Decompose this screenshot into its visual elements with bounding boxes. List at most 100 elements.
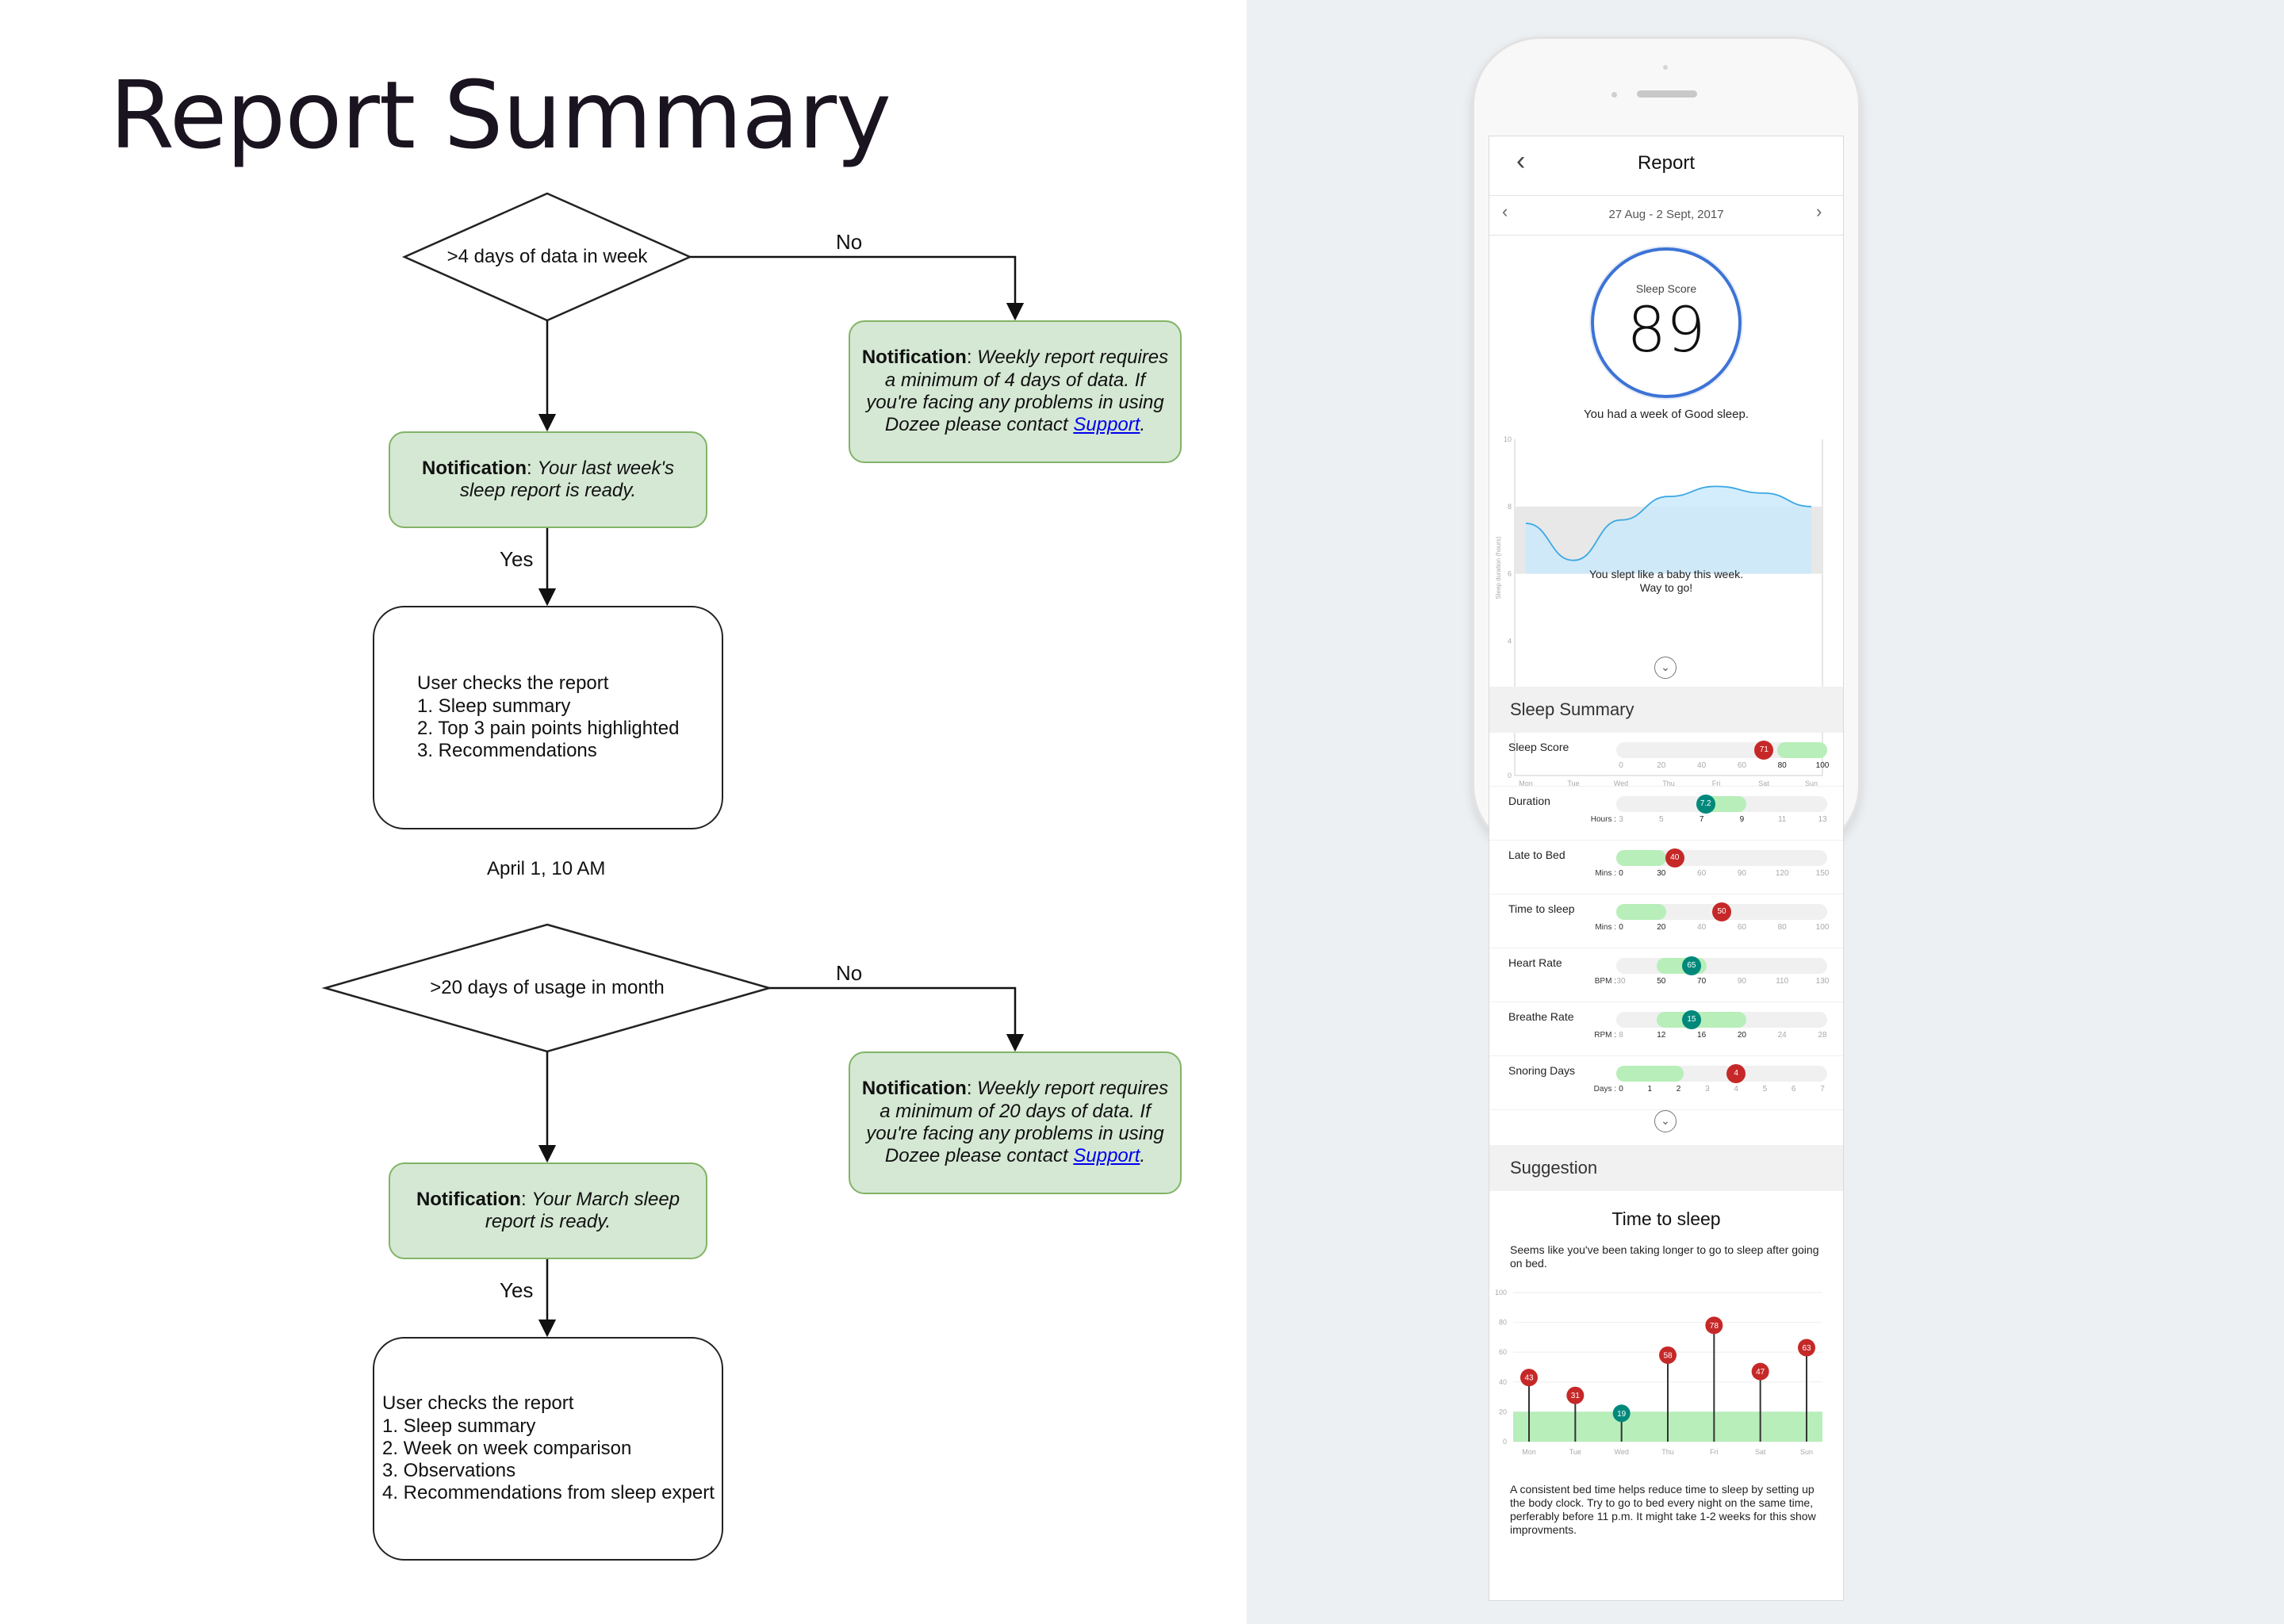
x-tick-label: Fri [1710,1448,1719,1456]
metric-tick-label: 12 [1657,1031,1666,1040]
metric-unit: Hours : [1590,815,1616,824]
metric-label: Heart Rate [1508,956,1562,969]
x-tick-label: Sun [1805,779,1818,787]
metric-unit: RPM : [1594,1031,1616,1040]
series-line [1525,485,1812,561]
proximity-sensor [1663,65,1668,70]
score-ring [1591,247,1742,398]
metric-tick-label: 7 [1820,1085,1825,1094]
x-tick-label: Thu [1662,779,1675,787]
y-tick-label: 0 [1503,1438,1507,1446]
user-action-text: User checks the report 1. Sleep summary … [382,1392,715,1504]
support-link[interactable]: Support [1073,414,1140,436]
y-tick-label: 10 [1504,435,1512,443]
x-tick-label: Tue [1569,1448,1581,1456]
metric-tick-label: 20 [1657,761,1666,770]
metric-normal-range [1777,742,1827,758]
metric-unit: Days : [1593,1085,1616,1094]
metric-normal-range [1616,1066,1684,1082]
metric-tick-label: 3 [1705,1085,1710,1094]
next-week-icon[interactable]: › [1816,201,1822,221]
metric-value-marker: 50 [1712,902,1731,921]
metric-tick-label: 0 [1619,923,1623,932]
data-label: 47 [1756,1368,1765,1377]
notification-label: Notification [416,1188,521,1210]
score-description: You had a week of Good sleep. [1584,408,1749,421]
data-label: 58 [1663,1351,1673,1360]
metric-tick-label: 24 [1777,1031,1787,1040]
metric-tick-label: 6 [1791,1085,1796,1094]
metric-tick-label: 60 [1737,923,1746,932]
front-camera [1611,92,1617,98]
data-label: 78 [1710,1322,1719,1331]
notification-label: Notification [421,457,527,479]
metric-tick-label: 100 [1815,761,1830,770]
metric-value-marker: 7.2 [1696,795,1715,814]
chart-message-line1: You slept like a baby this week. [1588,568,1744,580]
lollipop-dot [1705,1316,1723,1335]
support-link[interactable]: Support [1073,1145,1140,1167]
edge-label-no: No [836,230,863,254]
metric-tick-label: 3 [1619,815,1623,824]
x-tick-label: Wed [1614,779,1628,787]
metric-value-marker: 65 [1681,956,1701,975]
header-divider [1489,195,1843,196]
notification-text: Weekly report requires a minimum of 4 da… [866,347,1169,436]
date-divider [1489,235,1843,236]
back-icon[interactable]: ‹ [1516,146,1526,176]
metric-tick-label: 20 [1657,923,1666,932]
date-label: April 1, 10 AM [487,858,606,879]
metric-tick-label: 60 [1737,761,1746,770]
metric-label: Time to sleep [1508,902,1575,915]
x-tick-label: Thu [1661,1448,1674,1456]
x-tick-label: Sun [1800,1448,1813,1456]
metric-tick-label: 30 [1616,977,1626,986]
metric-unit: Mins : [1595,869,1616,878]
separator: : [966,347,978,369]
metric-tick-label: 70 [1697,977,1707,986]
metric-tick-label: 130 [1815,977,1830,986]
metric-track [1616,958,1827,974]
notification-end: . [1140,414,1146,436]
x-tick-label: Wed [1614,1448,1628,1456]
suggestion-intro: Seems like you've been taking longer to … [1510,1243,1819,1270]
x-tick-label: Sat [1758,779,1769,787]
metric-row: Sleep Score 71 0 20 40 60 80 100 [1489,733,1843,787]
metric-value-marker: 15 [1681,1010,1701,1029]
chart-message-line2: Way to go! [1639,581,1693,594]
prev-week-icon[interactable]: ‹ [1502,201,1508,221]
page-title: Report Summary [109,60,891,170]
separator: : [526,457,538,479]
separator: : [966,1078,978,1100]
y-tick-label: 20 [1499,1408,1507,1415]
expand-chart-icon[interactable]: ⌄ [1654,657,1677,679]
x-tick-label: Mon [1522,1448,1536,1456]
metric-tick-label: 80 [1777,923,1787,932]
y-tick-label: 80 [1499,1319,1507,1327]
metric-tick-label: 0 [1619,1085,1623,1094]
metric-tick-label: 1 [1647,1085,1653,1094]
expand-summary-icon[interactable]: ⌄ [1654,1110,1677,1132]
y-tick-label: 60 [1499,1348,1507,1356]
time-to-sleep-chart: 100 80 60 40 20 0 43 Mon 31 Tue 19 Wed 58 Thu 78 Fri 47 S… [1495,1289,1822,1456]
metric-tick-label: 50 [1657,977,1666,986]
metric-tick-label: 28 [1818,1031,1827,1040]
suggestion-heading: Time to sleep [1611,1208,1721,1229]
metric-row: Breathe Rate 15 RPM :8 12 16 20 24 28 [1489,1002,1843,1056]
separator: : [520,1188,532,1210]
metric-normal-range [1656,1012,1747,1028]
data-label: 31 [1571,1392,1581,1400]
metric-track [1616,742,1827,758]
notification-text: Your March sleep report is ready. [485,1188,680,1232]
earpiece-speaker [1637,90,1697,98]
metric-tick-label: 20 [1737,1031,1746,1040]
metric-tick-label: 9 [1739,815,1745,824]
y-tick-label: 40 [1499,1378,1507,1386]
data-label: 63 [1802,1344,1811,1353]
metric-label: Duration [1508,795,1550,807]
metric-row: Duration 7.2 Hours :3 5 7 9 11 13 [1489,787,1843,841]
metric-tick-label: 8 [1619,1031,1623,1040]
flowchart-connectors [321,192,1025,1338]
suggestion-outro: A consistent bed time helps reduce time … [1510,1483,1816,1537]
lollipop-dot [1566,1386,1585,1404]
